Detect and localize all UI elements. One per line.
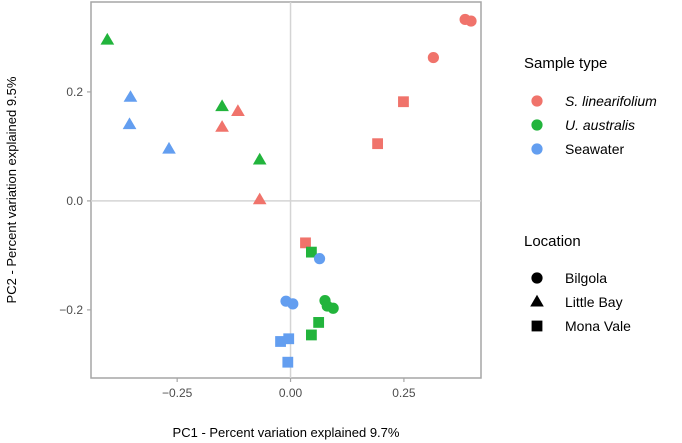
data-point bbox=[123, 90, 138, 102]
data-point bbox=[287, 298, 299, 310]
color-legend-label: Seawater bbox=[565, 141, 624, 157]
shape-legend: Bilgola Little Bay Mona Vale bbox=[530, 270, 631, 334]
color-legend: S. linearifolium U. australis Seawater bbox=[531, 93, 657, 157]
plot-panel bbox=[90, 1, 482, 379]
data-point bbox=[122, 117, 137, 130]
data-point bbox=[327, 302, 339, 314]
color-legend-key bbox=[531, 119, 543, 131]
data-point bbox=[427, 51, 439, 64]
shape-legend-label: Bilgola bbox=[565, 270, 607, 286]
color-legend-label: S. linearifolium bbox=[565, 93, 657, 109]
shape-legend-title: Location bbox=[524, 233, 581, 250]
data-point bbox=[162, 141, 176, 154]
x-axis-ticks: −0.25 0.00 0.25 bbox=[162, 378, 416, 400]
y-axis-title: PC2 - Percent variation explained 9.5% bbox=[4, 76, 19, 303]
data-point bbox=[275, 336, 286, 347]
data-point bbox=[313, 317, 325, 328]
y-tick-label: −0.2 bbox=[59, 303, 83, 317]
x-axis-title: PC1 - Percent variation explained 9.7% bbox=[173, 425, 400, 440]
color-legend-label: U. australis bbox=[565, 117, 635, 133]
data-point bbox=[252, 192, 267, 205]
data-point bbox=[215, 120, 229, 132]
data-point bbox=[215, 99, 229, 112]
y-tick-label: 0.2 bbox=[66, 85, 83, 99]
data-points bbox=[100, 13, 477, 368]
reference-lines bbox=[91, 2, 481, 378]
shape-legend-label: Mona Vale bbox=[565, 318, 631, 334]
x-tick-label: −0.25 bbox=[162, 386, 193, 400]
data-point bbox=[305, 246, 317, 258]
data-point bbox=[372, 138, 384, 150]
shape-legend-key bbox=[530, 294, 544, 307]
data-point bbox=[282, 356, 294, 368]
shape-legend-label: Little Bay bbox=[565, 294, 623, 310]
data-point bbox=[465, 15, 477, 27]
shape-legend-key bbox=[531, 272, 543, 284]
data-point bbox=[300, 237, 311, 249]
y-tick-label: 0.0 bbox=[66, 194, 83, 208]
data-point bbox=[398, 96, 409, 108]
data-point bbox=[313, 253, 326, 265]
color-legend-title: Sample type bbox=[524, 55, 607, 72]
data-point bbox=[100, 32, 115, 45]
shape-legend-key bbox=[531, 320, 543, 332]
x-tick-label: 0.25 bbox=[392, 386, 416, 400]
color-legend-key bbox=[531, 95, 543, 107]
data-point bbox=[252, 152, 267, 165]
data-point bbox=[231, 104, 245, 116]
data-point bbox=[283, 333, 295, 345]
data-point bbox=[305, 329, 317, 341]
x-tick-label: 0.00 bbox=[279, 386, 303, 400]
y-axis-ticks: −0.2 0.0 0.2 bbox=[59, 85, 91, 317]
color-legend-key bbox=[531, 143, 543, 155]
